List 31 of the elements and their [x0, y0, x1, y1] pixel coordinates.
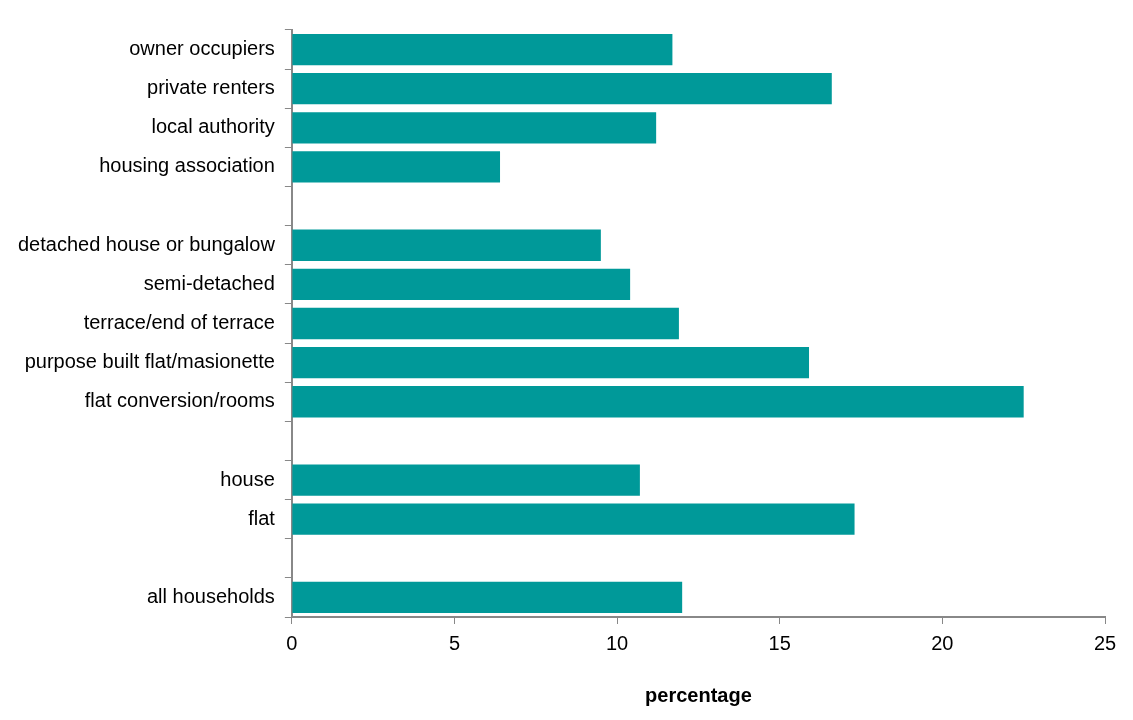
bar: [292, 268, 631, 301]
bar: [292, 73, 832, 105]
bar: [292, 386, 1024, 418]
bar: [292, 229, 601, 261]
bar: [292, 503, 855, 535]
y-tick-label: purpose built flat/masionette: [24, 350, 275, 373]
bar: [292, 346, 810, 379]
y-tick-label: flat: [248, 506, 276, 529]
y-tick-label: all households: [146, 584, 275, 607]
y-tick-label: owner occupiers: [129, 37, 275, 60]
x-tick-label: 25: [1093, 631, 1117, 654]
y-tick-label: private renters: [147, 76, 275, 99]
bar: [292, 307, 679, 340]
y-tick-label: local authority: [151, 115, 275, 138]
bar: [292, 151, 501, 183]
x-tick-label: 5: [448, 631, 461, 654]
y-tick-label: house: [220, 467, 275, 490]
y-tick-label: detached house or bungalow: [17, 232, 276, 255]
y-tick-label: semi-detached: [143, 271, 275, 294]
x-axis-title: percentage: [645, 683, 752, 706]
bar: [292, 33, 673, 66]
y-tick-label: housing association: [99, 154, 275, 177]
bar: [292, 464, 640, 496]
bar: [292, 581, 683, 614]
x-tick-label: 20: [931, 631, 954, 654]
x-tick-label: 10: [605, 631, 629, 654]
bar: [292, 112, 657, 144]
y-tick-label: terrace/end of terrace: [83, 311, 275, 334]
x-tick-label: 15: [768, 631, 791, 654]
y-tick-label: flat conversion/rooms: [84, 389, 275, 412]
x-tick-label: 0: [286, 631, 298, 654]
